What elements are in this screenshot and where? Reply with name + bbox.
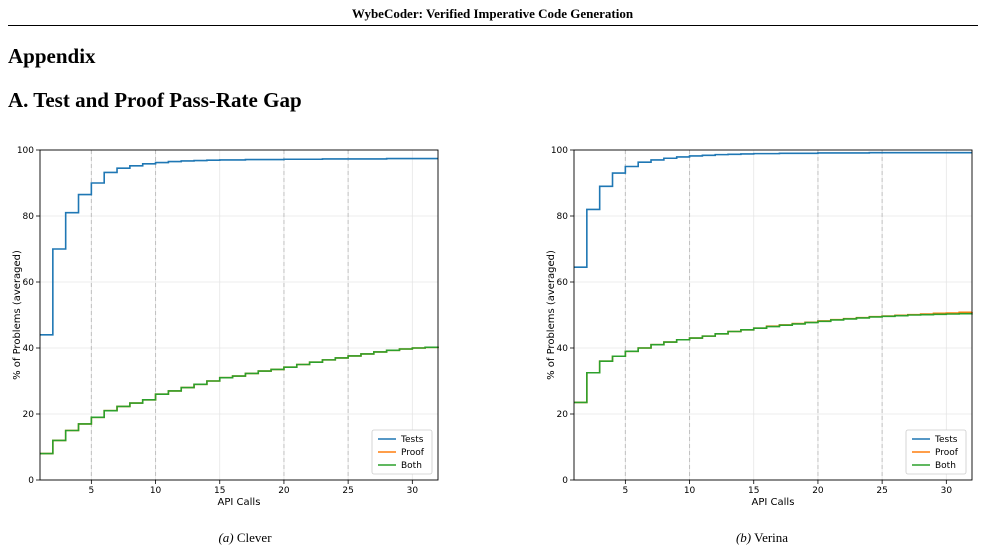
x-axis-label: API Calls [218,497,261,508]
y-tick-label: 40 [23,344,35,354]
legend-label-tests: Tests [400,435,424,445]
x-tick-label: 20 [812,486,824,496]
y-axis-label: % of Problems (averaged) [546,250,557,380]
figure-verina: 0 20 40 60 80 100 5 10 15 20 25 30 API Calls % of Pro… [542,140,982,510]
y-tick-label: 100 [551,146,568,156]
x-tick-label: 15 [748,486,759,496]
caption-text: Clever [236,530,272,545]
x-axis-label: API Calls [752,497,795,508]
legend-label-both: Both [401,461,422,471]
caption-verina: (b) Verina [662,530,862,546]
series-line-proof [574,311,973,404]
figure-clever: 0 20 40 60 80 100 5 10 15 20 25 30 API Calls % of Pro… [8,140,448,510]
legend-label-tests: Tests [934,435,958,445]
y-tick-label: 20 [23,410,35,420]
series-line-tests [574,151,972,268]
x-tick-label: 20 [278,486,290,496]
x-tick-label: 30 [407,486,419,496]
header-rule [8,25,978,26]
y-tick-label: 80 [557,212,569,222]
appendix-heading: Appendix [8,44,96,68]
section-heading: A. Test and Proof Pass-Rate Gap [8,88,302,112]
chart-verina: 0 20 40 60 80 100 5 10 15 20 25 30 API Calls % of Pro… [546,146,973,508]
y-tick-label: 80 [23,212,35,222]
y-tick-label: 100 [17,146,34,156]
legend-box [371,429,433,475]
legend-label-both: Both [935,461,956,471]
caption-text: Verina [754,530,789,545]
legend-box [905,429,967,475]
y-axis-label: % of Problems (averaged) [12,250,23,380]
legend-label-proof: Proof [935,448,959,458]
y-tick-label: 60 [23,278,35,288]
x-tick-label: 30 [941,486,953,496]
caption-clever: (a) Clever [145,530,345,546]
y-tick-label: 0 [562,476,568,486]
x-tick-label: 5 [622,486,628,496]
x-tick-label: 25 [876,486,887,496]
legend-label-proof: Proof [401,448,425,458]
x-tick-label: 25 [342,486,353,496]
x-tick-label: 10 [684,486,696,496]
series-line-tests [40,157,438,336]
y-tick-label: 60 [557,278,569,288]
x-tick-label: 15 [214,486,225,496]
y-tick-label: 20 [557,410,569,420]
running-title: WybeCoder: Verified Imperative Code Gene… [351,6,634,21]
x-tick-label: 10 [150,486,162,496]
chart-clever: 0 20 40 60 80 100 5 10 15 20 25 30 API Calls % of Pro… [12,146,439,508]
caption-tag: (b) [735,530,752,545]
y-tick-label: 0 [28,476,34,486]
plot-frame [39,149,439,481]
y-tick-label: 40 [557,344,569,354]
plot-frame [573,149,973,481]
x-tick-label: 5 [88,486,94,496]
series-line-both [40,346,439,455]
caption-tag: (a) [218,530,234,545]
series-line-both [574,312,973,404]
